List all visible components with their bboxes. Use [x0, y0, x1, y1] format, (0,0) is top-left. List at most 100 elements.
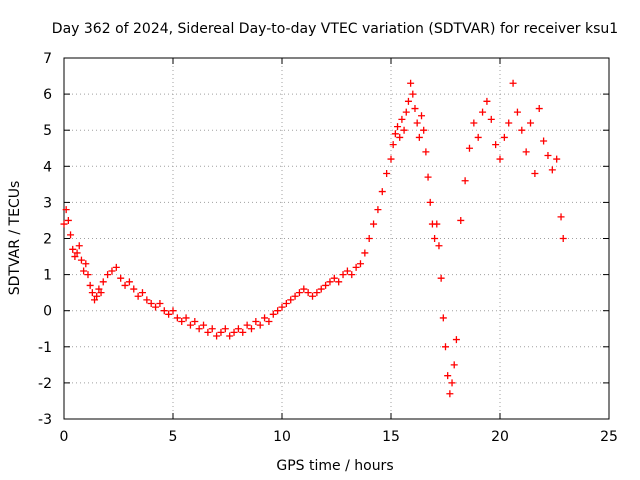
data-point: [73, 249, 81, 257]
data-point: [313, 289, 321, 297]
data-point: [291, 292, 299, 300]
x-tick-label: 10: [273, 429, 291, 445]
data-point: [69, 245, 77, 253]
data-point: [361, 249, 369, 257]
data-point: [391, 130, 399, 138]
data-point: [383, 170, 391, 178]
data-point: [204, 328, 212, 336]
data-point: [247, 325, 255, 333]
data-point: [348, 271, 356, 279]
data-point: [479, 108, 487, 116]
data-point: [265, 318, 273, 326]
y-axis-label: SDTVAR / TECUs: [7, 181, 23, 296]
data-point: [442, 343, 449, 351]
data-point: [365, 235, 373, 242]
data-point: [147, 299, 155, 307]
data-point: [278, 303, 286, 311]
data-point: [339, 271, 347, 279]
data-point: [256, 321, 264, 329]
data-point: [165, 310, 173, 318]
x-tick-label: 5: [169, 429, 178, 445]
data-point: [557, 213, 565, 221]
data-point: [483, 97, 491, 105]
data-point: [444, 372, 452, 380]
data-point: [80, 267, 88, 275]
x-tick-label: 15: [382, 429, 400, 445]
chart-title: Day 362 of 2024, Sidereal Day-to-day VTE…: [52, 21, 618, 37]
data-point: [413, 119, 421, 127]
data-point: [138, 289, 146, 297]
data-point: [91, 296, 99, 304]
data-point: [418, 112, 426, 120]
data-point: [400, 126, 408, 134]
data-point: [261, 314, 269, 322]
data-point: [492, 141, 500, 149]
data-point: [156, 299, 164, 307]
data-point: [234, 325, 242, 333]
data-point: [97, 289, 105, 297]
y-tick-label: 0: [43, 304, 52, 320]
data-point: [221, 325, 229, 333]
data-point: [226, 332, 234, 340]
data-point: [88, 289, 96, 297]
data-point: [396, 133, 404, 141]
data-point: [465, 144, 473, 152]
data-point: [208, 325, 216, 333]
data-point: [282, 299, 290, 307]
data-point: [134, 292, 142, 300]
data-point: [300, 285, 308, 293]
data-point: [457, 216, 465, 224]
data-point: [143, 296, 151, 304]
data-point: [431, 235, 439, 242]
data-point: [104, 271, 112, 279]
data-point: [112, 263, 120, 271]
data-point: [295, 289, 303, 297]
data-point: [352, 263, 360, 271]
data-point: [415, 133, 423, 141]
data-point: [513, 108, 521, 116]
x-tick-labels: 0 5 10 15 20 25: [60, 429, 618, 445]
data-point: [389, 141, 397, 149]
data-point: [86, 281, 94, 289]
data-point: [335, 278, 343, 286]
y-tick-label: 5: [43, 123, 52, 139]
data-point: [448, 379, 456, 387]
data-point: [433, 220, 441, 228]
data-point: [274, 307, 282, 315]
data-point: [230, 328, 238, 336]
data-point: [322, 281, 330, 289]
data-point: [67, 231, 75, 239]
y-tick-label: -2: [38, 376, 52, 392]
data-point: [108, 267, 116, 275]
y-tick-label: 4: [43, 159, 52, 175]
y-tick-label: 2: [43, 232, 52, 248]
data-point: [452, 336, 460, 344]
data-point: [411, 105, 419, 113]
x-tick-label: 20: [491, 429, 509, 445]
data-point: [60, 220, 68, 228]
data-point: [422, 148, 430, 156]
data-point: [269, 310, 277, 318]
data-point: [121, 281, 129, 289]
data-point: [84, 271, 92, 279]
data-point: [439, 314, 447, 322]
data-point: [169, 307, 177, 315]
data-point: [182, 314, 190, 322]
data-point: [387, 155, 395, 163]
x-tick-label: 25: [600, 429, 618, 445]
data-point: [152, 303, 160, 311]
data-point: [487, 115, 495, 123]
data-point: [522, 148, 530, 156]
data-point: [402, 108, 410, 116]
data-point: [77, 256, 85, 264]
data-point: [426, 198, 434, 206]
data-point: [95, 285, 103, 293]
data-point: [160, 307, 168, 315]
data-point: [409, 90, 417, 98]
data-point: [317, 285, 325, 293]
data-point: [239, 328, 247, 336]
data-point: [93, 292, 101, 300]
data-point: [446, 390, 454, 398]
data-point: [404, 97, 412, 105]
